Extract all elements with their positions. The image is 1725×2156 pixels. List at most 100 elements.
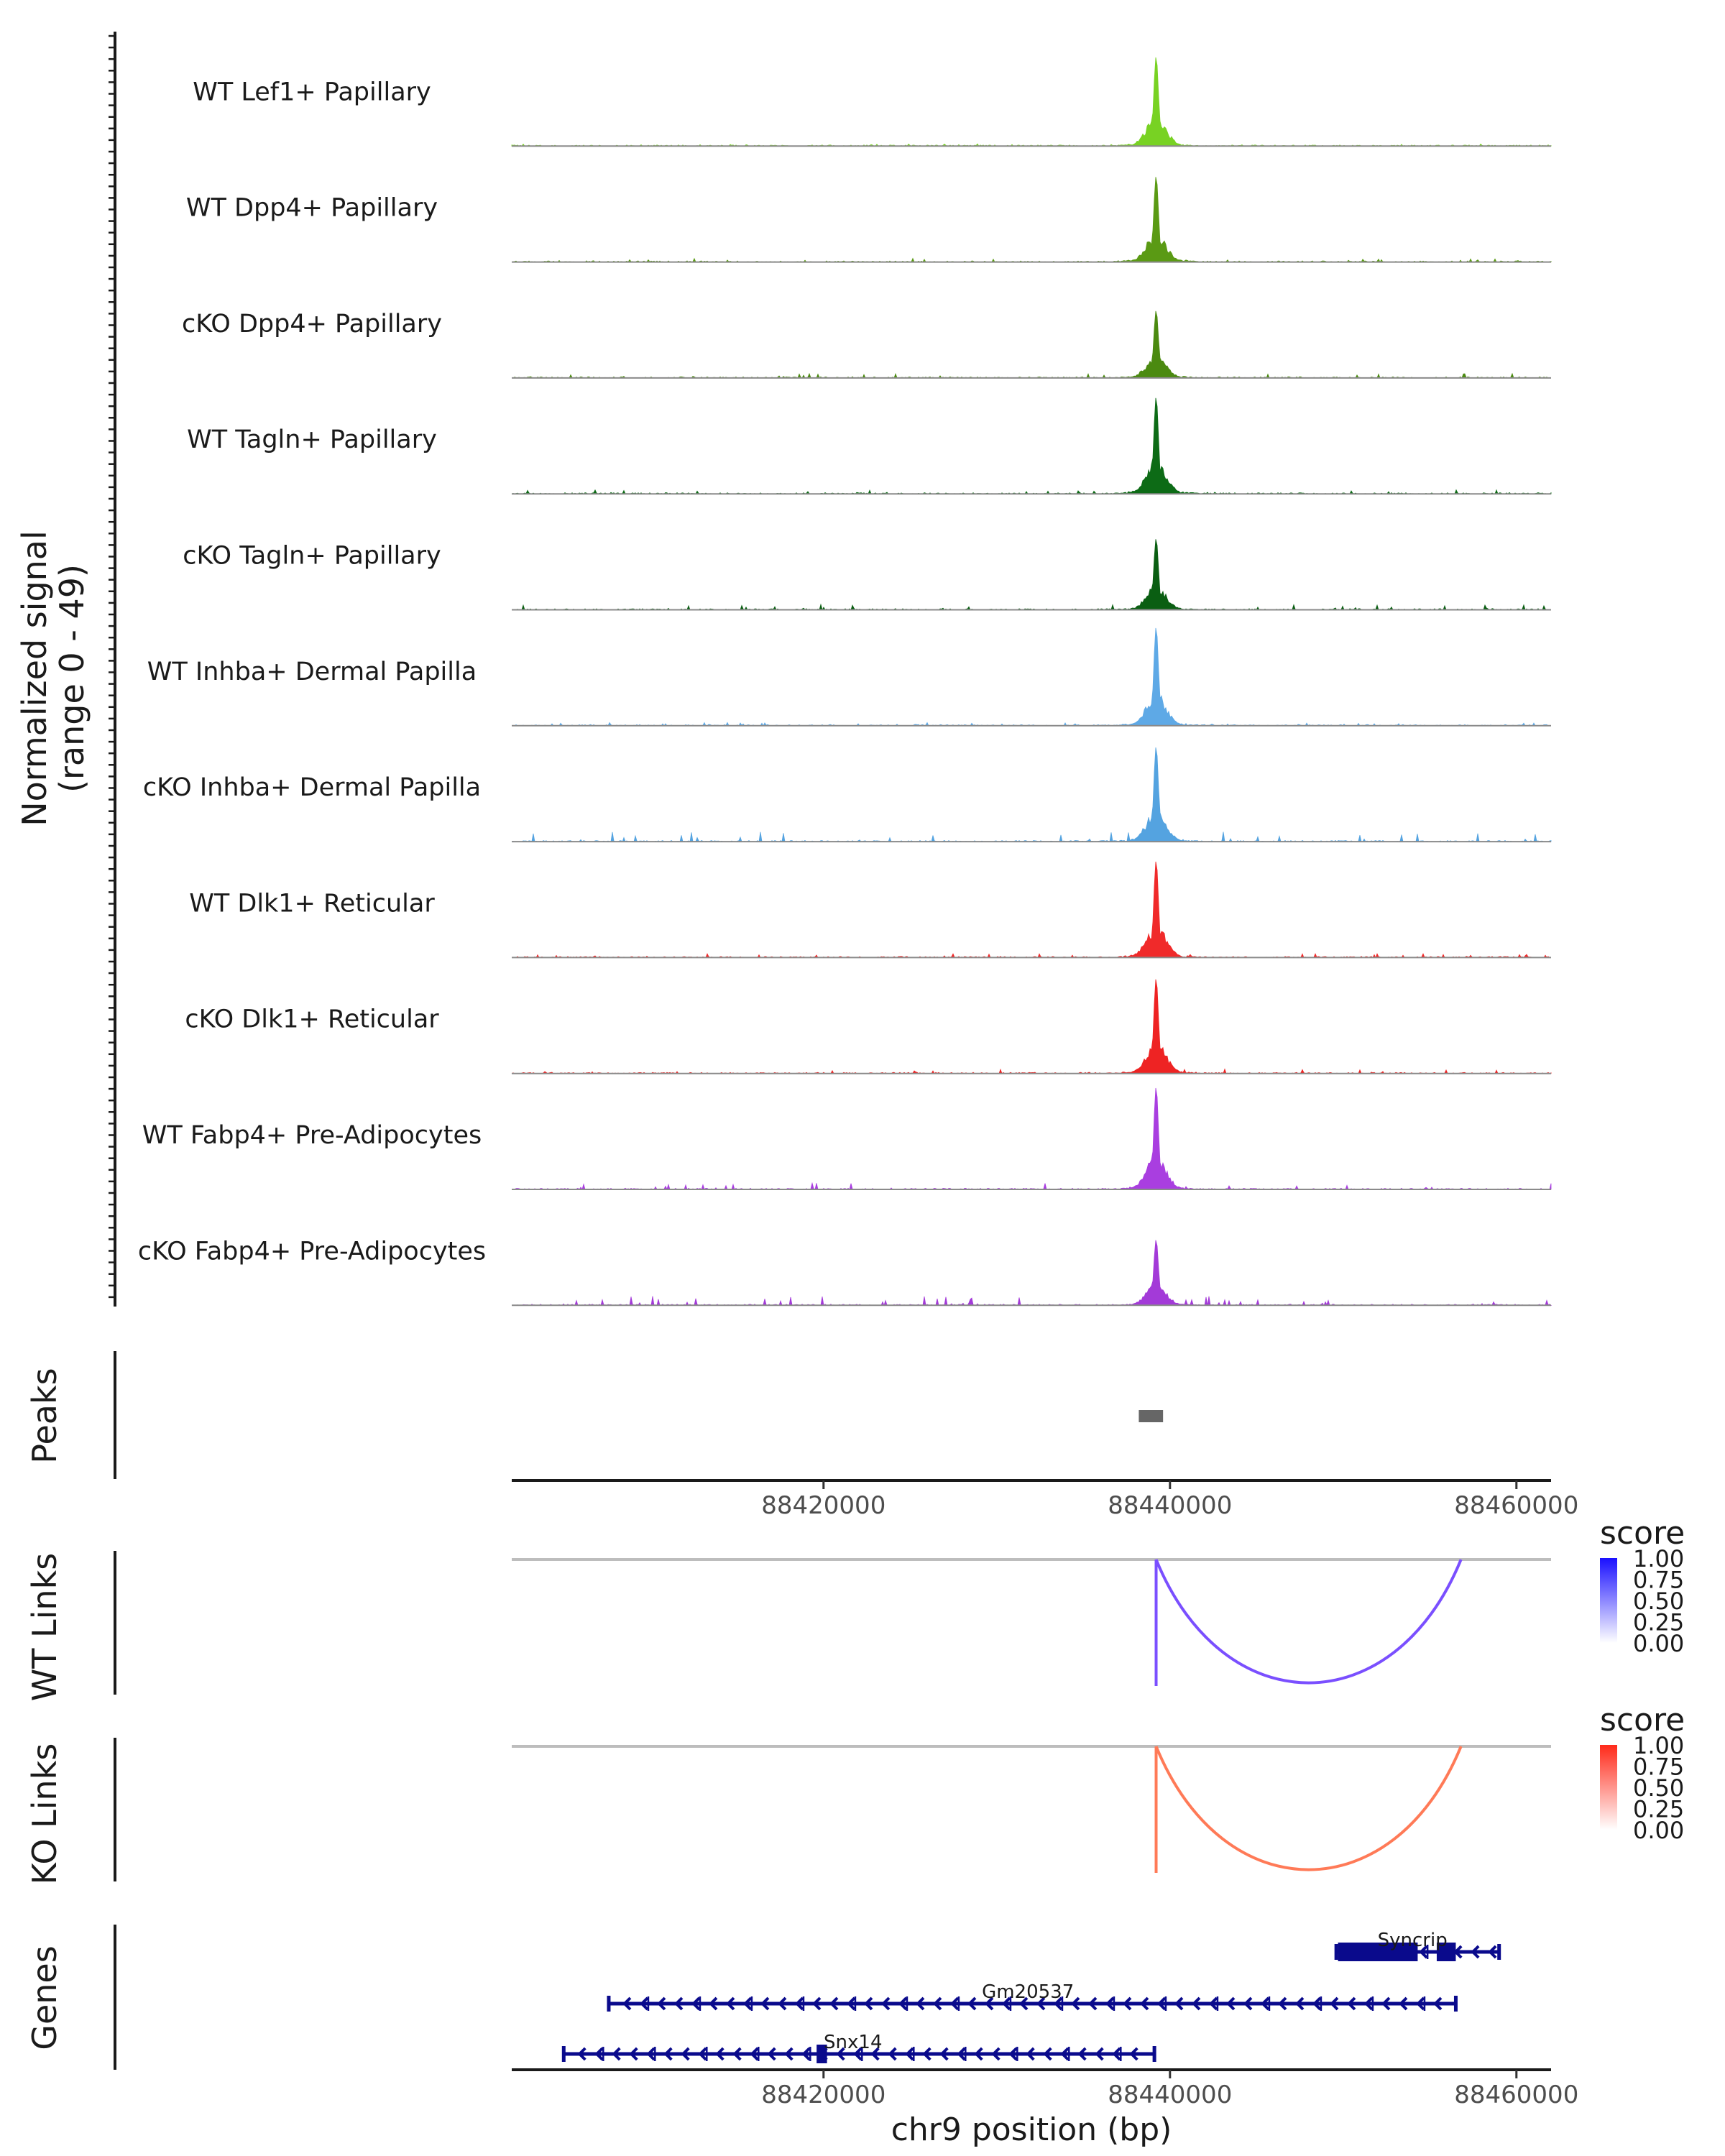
gene-label: Snx14 — [824, 2032, 882, 2053]
coverage-track: WT Lef1+ Papillary — [193, 57, 1552, 147]
legend-tick-label: 1.00 — [1633, 1545, 1684, 1572]
strand-arrow — [594, 2047, 604, 2061]
coverage-area — [512, 1240, 1552, 1307]
track-label: WT Dlk1+ Reticular — [189, 889, 435, 918]
track-label: WT Lef1+ Papillary — [193, 78, 431, 106]
legend-tick-label: 0.25 — [1633, 1796, 1684, 1823]
legend-title: score — [1600, 1702, 1685, 1738]
strand-arrow — [709, 1996, 718, 2011]
strand-arrow — [1071, 1996, 1080, 2011]
strand-arrow — [577, 2047, 586, 2061]
legend-tick-label: 0.50 — [1633, 1588, 1684, 1615]
strand-arrow — [1488, 1945, 1497, 1959]
strand-arrow — [836, 2047, 845, 2061]
strand-arrow — [674, 1996, 684, 2011]
strand-arrow — [691, 1996, 701, 2011]
x-tick-label: 88460000 — [1454, 1491, 1578, 1520]
strand-arrow — [829, 1996, 839, 2011]
track-title: Peaks — [25, 1368, 64, 1463]
strand-arrow — [801, 2047, 811, 2061]
coverage-area — [512, 861, 1551, 959]
strand-arrow — [681, 2047, 690, 2061]
strand-arrow — [698, 2047, 707, 2061]
legend-tick-label: 0.25 — [1633, 1609, 1684, 1636]
legend-title: score — [1600, 1515, 1685, 1552]
strand-arrow — [1043, 2047, 1052, 2061]
coverage-area — [511, 57, 1552, 147]
strand-arrow — [939, 2047, 949, 2061]
track-label: cKO Tagln+ Papillary — [183, 542, 441, 571]
strand-arrow — [985, 1996, 994, 2011]
strand-arrow — [778, 1996, 787, 2011]
track-title: KO Links — [25, 1743, 64, 1885]
strand-arrow — [784, 2047, 794, 2061]
track-label: WT Inhba+ Dermal Papilla — [147, 658, 477, 686]
strand-arrow — [715, 2047, 724, 2061]
genes-track: Genes Syncrip Gm20537 Snx14 88420000 88440000… — [25, 1925, 1578, 2148]
y-axis-title: Normalized signal — [15, 530, 54, 826]
strand-arrow — [640, 1996, 649, 2011]
legend-colorbar — [1600, 1745, 1617, 1830]
strand-arrow — [974, 2047, 983, 2061]
x-tick-label: 88440000 — [1108, 2081, 1232, 2109]
gene-label: Syncrip — [1378, 1930, 1448, 1951]
strand-arrow — [1157, 1996, 1167, 2011]
legend-tick-label: 0.00 — [1633, 1630, 1684, 1657]
strand-arrow — [732, 2047, 742, 2061]
link-arc — [1154, 1746, 1463, 1871]
strand-arrow — [916, 1996, 925, 2011]
strand-arrow — [795, 1996, 804, 2011]
strand-arrow — [1278, 1996, 1287, 2011]
track-title: WT Links — [25, 1553, 64, 1701]
strand-arrow — [1019, 1996, 1029, 2011]
strand-arrow — [629, 2047, 638, 2061]
strand-arrow — [1140, 1996, 1149, 2011]
coverage-tracks: WT Lef1+ Papillary WT Dpp4+ Papillary cKO … — [109, 32, 1552, 1307]
coverage-area — [511, 979, 1552, 1074]
strand-arrow — [743, 1996, 753, 2011]
track-label: cKO Inhba+ Dermal Papilla — [143, 773, 481, 802]
strand-arrow — [1105, 1996, 1115, 2011]
strand-arrow — [1209, 1996, 1218, 2011]
strand-arrow — [950, 1996, 960, 2011]
strand-arrow — [1226, 1996, 1236, 2011]
exon-block — [816, 2045, 827, 2063]
strand-arrow — [1008, 2047, 1018, 2061]
strand-arrow — [760, 1996, 770, 2011]
track-label: WT Dpp4+ Papillary — [186, 194, 438, 223]
gene-model: Gm20537 — [607, 1981, 1458, 2012]
strand-arrow — [663, 2047, 673, 2061]
track-label: cKO Dpp4+ Papillary — [182, 310, 442, 338]
strand-arrow — [812, 1996, 822, 2011]
strand-arrow — [1261, 1996, 1270, 2011]
coverage-track: cKO Dlk1+ Reticular — [185, 979, 1552, 1074]
strand-arrow — [888, 2047, 897, 2061]
strand-arrow — [622, 1996, 632, 2011]
coverage-track: WT Fabp4+ Pre-Adipocytes — [142, 1087, 1552, 1190]
strand-arrow — [1026, 2047, 1035, 2061]
strand-arrow — [1036, 1996, 1046, 2011]
strand-arrow — [1364, 1996, 1374, 2011]
x-tick-label: 88460000 — [1454, 2081, 1578, 2109]
strand-arrow — [1077, 2047, 1087, 2061]
link-arc — [1154, 1559, 1463, 1685]
track-label: cKO Fabp4+ Pre-Adipocytes — [138, 1237, 486, 1266]
legend-tick-label: 0.50 — [1633, 1774, 1684, 1802]
exon-block — [1338, 1943, 1418, 1961]
coverage-area — [512, 627, 1551, 727]
gene-model: Syncrip — [1334, 1930, 1501, 1961]
strand-arrow — [1123, 1996, 1132, 2011]
strand-arrow — [967, 1996, 977, 2011]
track-label: cKO Dlk1+ Reticular — [185, 1005, 439, 1034]
strand-arrow — [1471, 1945, 1480, 1959]
strand-arrow — [922, 2047, 932, 2061]
legend-colorbar — [1600, 1558, 1617, 1643]
strand-arrow — [750, 2047, 759, 2061]
strand-arrow — [646, 2047, 656, 2061]
coverage-area — [511, 177, 1552, 263]
legend-tick-label: 0.75 — [1633, 1754, 1684, 1781]
